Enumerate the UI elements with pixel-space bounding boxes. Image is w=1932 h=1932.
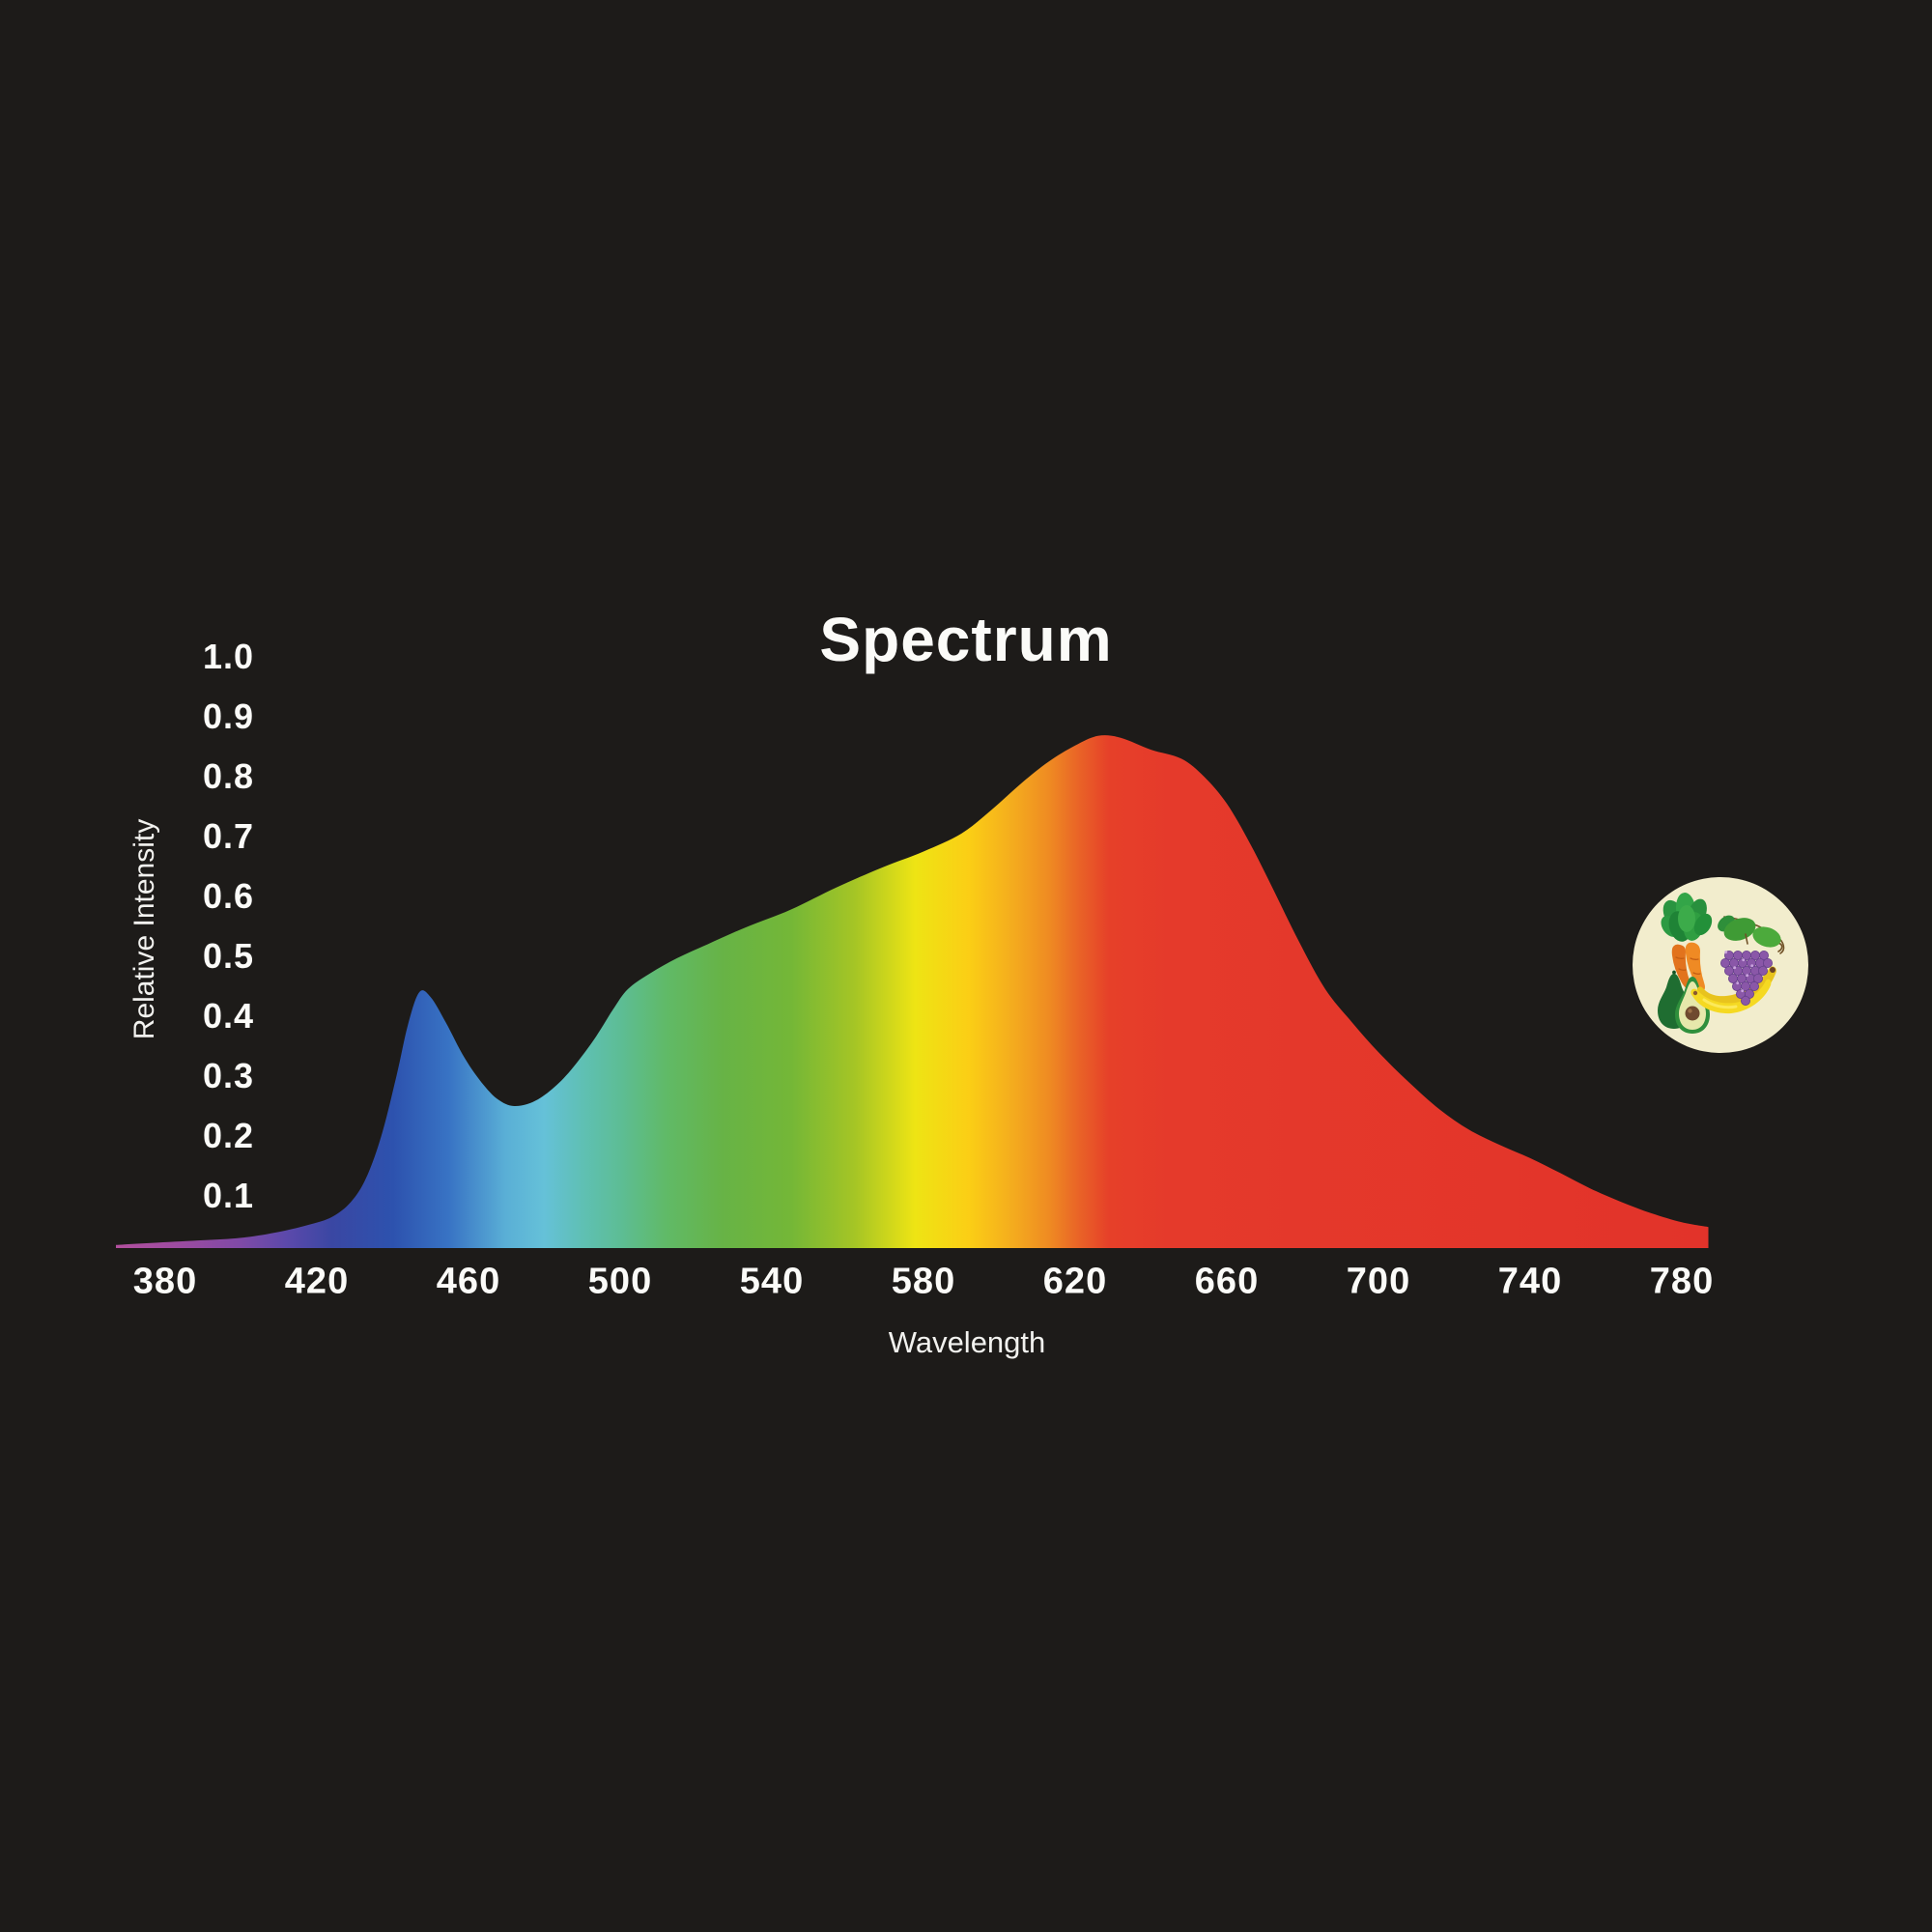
grape-leaves-icon	[1718, 915, 1785, 954]
y-tick-1.0: 1.0	[202, 637, 254, 676]
x-tick-700: 700	[1346, 1261, 1411, 1302]
x-tick-460: 460	[436, 1261, 501, 1302]
y-tick-0.9: 0.9	[202, 696, 254, 736]
spectrum-curve	[116, 735, 1709, 1248]
y-tick-0.1: 0.1	[202, 1176, 254, 1215]
x-tick-660: 660	[1194, 1261, 1260, 1302]
x-tick-580: 580	[891, 1261, 956, 1302]
y-tick-0.8: 0.8	[202, 756, 254, 796]
avocado-icon	[1658, 970, 1710, 1034]
y-tick-0.6: 0.6	[202, 876, 254, 916]
y-tick-0.7: 0.7	[202, 816, 254, 856]
x-tick-380: 380	[132, 1261, 198, 1302]
x-tick-740: 740	[1497, 1261, 1563, 1302]
y-axis-title: Relative Intensity	[128, 818, 160, 1040]
carrot-tops-icon	[1661, 893, 1713, 942]
carrots-icon	[1671, 942, 1705, 991]
x-axis-title: Wavelength	[888, 1325, 1046, 1359]
y-tick-0.4: 0.4	[202, 996, 254, 1036]
y-tick-0.3: 0.3	[202, 1056, 254, 1095]
fruits-badge	[1633, 877, 1808, 1053]
x-tick-500: 500	[587, 1261, 653, 1302]
y-tick-0.2: 0.2	[202, 1116, 254, 1155]
x-tick-620: 620	[1042, 1261, 1108, 1302]
y-tick-0.5: 0.5	[202, 936, 254, 976]
grape-highlights	[1724, 951, 1754, 993]
grapes-icon	[1720, 951, 1773, 1007]
x-tick-540: 540	[739, 1261, 805, 1302]
badge-circle	[1633, 877, 1808, 1053]
chart-title: Spectrum	[819, 605, 1113, 674]
x-tick-420: 420	[284, 1261, 350, 1302]
x-tick-780: 780	[1649, 1261, 1715, 1302]
bananas-icon	[1690, 966, 1776, 1014]
